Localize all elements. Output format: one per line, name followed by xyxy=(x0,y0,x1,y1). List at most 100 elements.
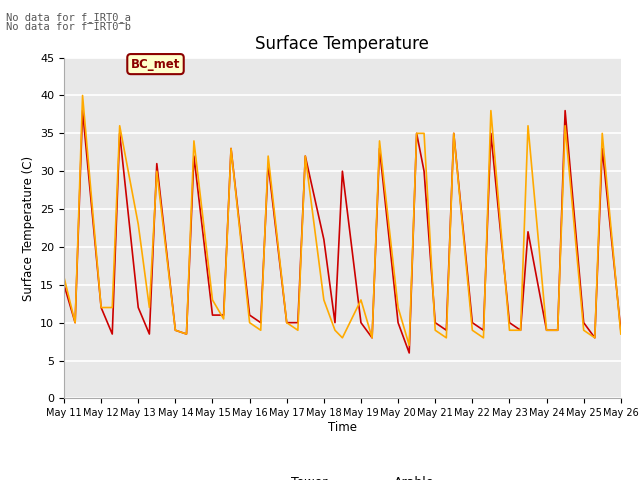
Arable xyxy=(227,145,235,151)
Text: No data for f¯IRT0¯b: No data for f¯IRT0¯b xyxy=(6,22,131,32)
Tower xyxy=(420,168,428,174)
Tower xyxy=(487,131,495,136)
Tower xyxy=(145,331,153,337)
Tower xyxy=(97,305,105,311)
Tower xyxy=(182,331,190,337)
Arable xyxy=(368,335,376,341)
Arable xyxy=(320,297,328,303)
Tower xyxy=(220,312,227,318)
Arable xyxy=(450,131,458,136)
Tower xyxy=(134,305,142,311)
Arable xyxy=(554,327,561,333)
Arable xyxy=(598,131,606,136)
Arable xyxy=(357,297,365,303)
Arable xyxy=(283,320,291,325)
Arable xyxy=(543,327,550,333)
Tower xyxy=(71,320,79,325)
Arable xyxy=(172,327,179,333)
Arable xyxy=(209,297,216,303)
Arable xyxy=(413,131,420,136)
Arable xyxy=(524,123,532,129)
Tower xyxy=(283,320,291,325)
Tower xyxy=(561,108,569,113)
Arable xyxy=(145,305,153,311)
X-axis label: Time: Time xyxy=(328,421,357,434)
Arable xyxy=(405,343,413,348)
Tower xyxy=(339,168,346,174)
Arable xyxy=(190,138,198,144)
Arable xyxy=(420,131,428,136)
Arable xyxy=(591,335,598,341)
Text: No data for f_IRT0_a: No data for f_IRT0_a xyxy=(6,12,131,23)
Tower xyxy=(450,131,458,136)
Arable xyxy=(479,335,487,341)
Arable xyxy=(134,221,142,227)
Tower xyxy=(554,327,561,333)
Tower xyxy=(301,153,309,159)
Tower xyxy=(394,320,402,325)
Arable xyxy=(339,335,346,341)
Arable xyxy=(60,275,68,280)
Tower xyxy=(246,312,253,318)
Tower xyxy=(172,327,179,333)
Title: Surface Temperature: Surface Temperature xyxy=(255,35,429,53)
Line: Tower: Tower xyxy=(64,110,621,353)
Arable xyxy=(561,123,569,129)
Tower xyxy=(227,145,235,151)
Tower xyxy=(294,320,301,325)
Arable xyxy=(394,305,402,311)
Tower xyxy=(591,335,598,341)
Tower xyxy=(376,145,383,151)
Arable xyxy=(153,168,161,174)
Line: Arable: Arable xyxy=(64,96,621,346)
Tower xyxy=(320,237,328,242)
Arable xyxy=(301,153,309,159)
Tower xyxy=(257,320,264,325)
Tower xyxy=(153,161,161,167)
Arable xyxy=(108,305,116,311)
Tower xyxy=(368,335,376,341)
Tower xyxy=(516,327,524,333)
Arable xyxy=(617,331,625,337)
Arable xyxy=(442,335,450,341)
Arable xyxy=(182,331,190,337)
Arable xyxy=(431,327,439,333)
Arable xyxy=(580,327,588,333)
Tower xyxy=(108,331,116,337)
Arable xyxy=(264,153,272,159)
Tower xyxy=(506,320,513,325)
Arable xyxy=(516,327,524,333)
Tower xyxy=(209,312,216,318)
Tower xyxy=(79,108,86,113)
Tower xyxy=(479,327,487,333)
Tower xyxy=(413,131,420,136)
Arable xyxy=(506,327,513,333)
Tower xyxy=(468,320,476,325)
Arable xyxy=(79,93,86,98)
Arable xyxy=(246,320,253,325)
Tower xyxy=(524,229,532,235)
Arable xyxy=(257,327,264,333)
Tower xyxy=(60,282,68,288)
Text: BC_met: BC_met xyxy=(131,58,180,71)
Arable xyxy=(220,316,227,322)
Legend: Tower, Arable: Tower, Arable xyxy=(245,471,440,480)
Tower xyxy=(357,320,365,325)
Tower xyxy=(442,327,450,333)
Tower xyxy=(264,161,272,167)
Tower xyxy=(617,327,625,333)
Arable xyxy=(468,327,476,333)
Y-axis label: Surface Temperature (C): Surface Temperature (C) xyxy=(22,156,35,300)
Arable xyxy=(487,108,495,113)
Arable xyxy=(331,327,339,333)
Arable xyxy=(376,138,383,144)
Tower xyxy=(598,145,606,151)
Arable xyxy=(71,320,79,325)
Tower xyxy=(543,327,550,333)
Arable xyxy=(97,305,105,311)
Arable xyxy=(294,327,301,333)
Arable xyxy=(116,123,124,129)
Tower xyxy=(405,350,413,356)
Tower xyxy=(580,320,588,325)
Tower xyxy=(190,153,198,159)
